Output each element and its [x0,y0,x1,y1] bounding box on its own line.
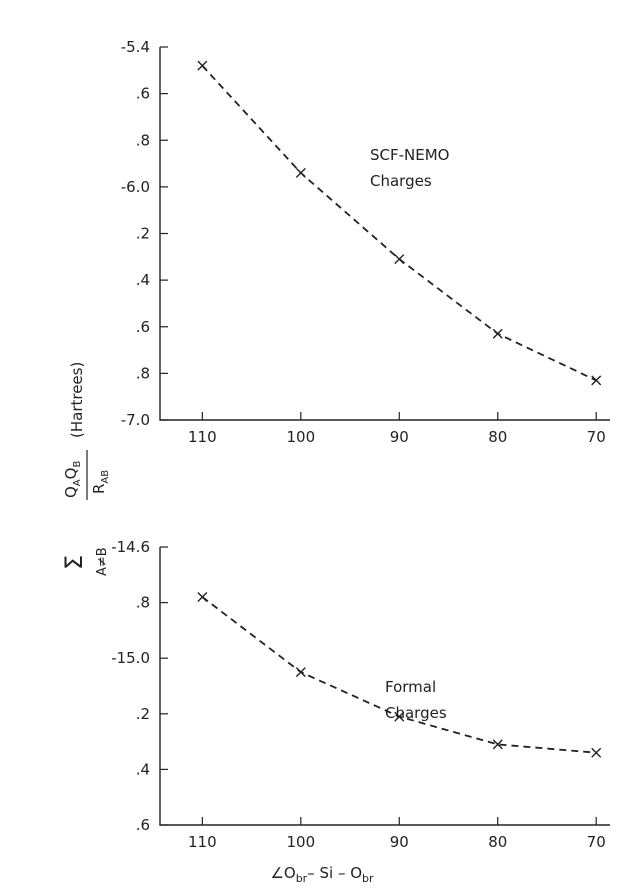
data-point [492,328,503,339]
y-tick-label: -6.0 [121,178,150,196]
data-point [591,747,602,758]
y-tick-label: .4 [136,760,150,778]
annotation: SCF-NEMO [370,146,449,164]
data-point [591,375,602,386]
x-tick-label: 90 [390,428,409,446]
data-point [394,711,405,722]
data-line [201,65,597,382]
unit: (Hartrees) [68,362,86,438]
data-point [197,592,208,603]
data-point [295,167,306,178]
data-point [295,667,306,678]
x-tick-label: 70 [587,833,606,851]
x-tick-label: 110 [188,428,217,446]
x-tick-label: 110 [188,833,217,851]
axes [159,47,610,421]
data-line [201,596,597,754]
label-text: QAQB [62,461,83,498]
label-text: RAB [90,470,111,494]
x-tick-label: 70 [587,428,606,446]
y-tick-label: .2 [136,225,150,243]
annotation: Charges [385,704,447,722]
annotation: Formal [385,678,436,696]
x-tick-label: 80 [488,833,507,851]
x-tick-label: 80 [488,428,507,446]
y-tick-label: .8 [136,364,150,382]
sigma-sub: A≠B [95,547,110,576]
y-tick-label: -14.6 [111,538,150,556]
y-tick-label: .8 [136,131,150,149]
y-axis-label: Σ A≠B QAQB RAB (Hartrees) [60,362,111,576]
annotation: Charges [370,172,432,190]
data-point [492,739,503,750]
x-tick-label: 90 [390,833,409,851]
y-tick-label: .8 [136,594,150,612]
x-tick-label: 100 [286,428,315,446]
data-point [394,254,405,265]
y-tick-label: -15.0 [111,649,150,667]
x-axis-label: ∠Obr– Si – Obr [270,864,374,885]
y-tick-label: .2 [136,705,150,723]
data-point [197,60,208,71]
y-tick-label: .6 [136,318,150,336]
x-tick-label: 100 [286,833,315,851]
y-tick-label: .6 [136,816,150,834]
y-tick-label: -5.4 [121,38,150,56]
y-tick-label: -7.0 [121,411,150,429]
sigma: Σ [60,555,88,570]
y-tick-label: .4 [136,271,150,289]
y-tick-label: .6 [136,85,150,103]
